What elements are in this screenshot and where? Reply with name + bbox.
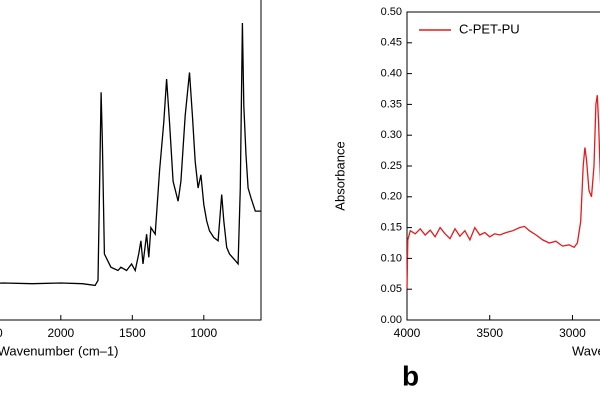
x-tick-label: 4000 [394, 326, 421, 340]
y-tick-label: 0.40 [381, 68, 402, 80]
y-tick-label: 0.35 [381, 98, 402, 110]
y-tick-label: 0.15 [381, 222, 402, 234]
panel-label: b [402, 360, 419, 391]
y-tick-label: 0.25 [381, 160, 402, 172]
legend-label: C-PET-PU [459, 21, 520, 36]
y-tick-label: 0.10 [381, 252, 402, 264]
x-tick-label: 1500 [119, 326, 146, 340]
x-tick-label: 1000 [190, 326, 217, 340]
plot-frame [406, 11, 600, 321]
spectrum-line [406, 95, 600, 290]
x-tick-label: 3000 [559, 326, 586, 340]
y-tick-label: 0.05 [381, 283, 402, 295]
y-tick-label: 0.20 [381, 191, 402, 203]
plot-frame [0, 0, 262, 321]
y-tick-label: 0.00 [381, 314, 402, 326]
y-tick-label: 0.50 [381, 6, 402, 18]
spectrum-line [0, 22, 261, 287]
x-tick-label: 3500 [476, 326, 503, 340]
y-tick-label: 0.30 [381, 129, 402, 141]
x-tick-label: 2500 [0, 326, 3, 340]
x-axis-label: Wavenumber (cm–1) [0, 343, 118, 358]
y-tick-label: 0.45 [381, 37, 402, 49]
x-tick-label: 2000 [47, 326, 74, 340]
x-axis-label: Wavenumber (cm–1) [572, 343, 600, 358]
y-axis-label: Absorbance [332, 141, 347, 210]
